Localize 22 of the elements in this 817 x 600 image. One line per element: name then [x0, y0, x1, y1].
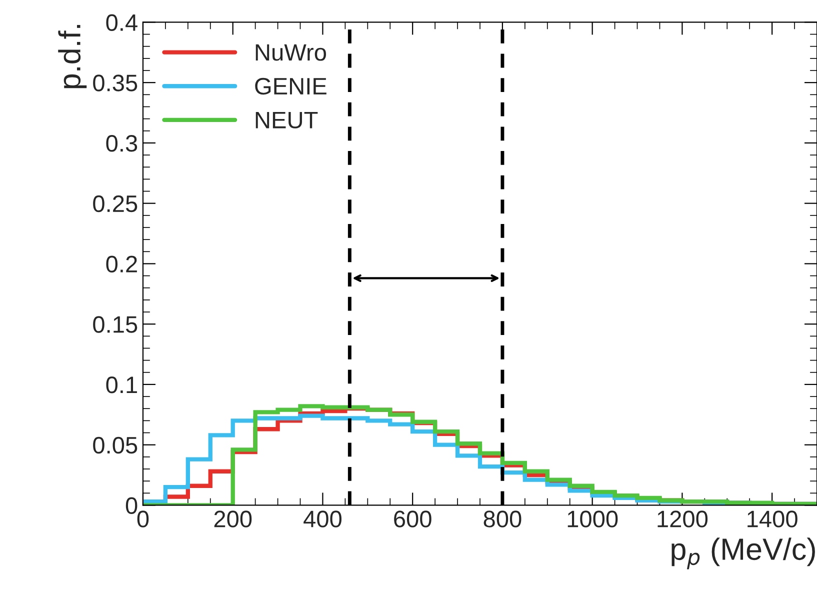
- x-tick-label: 600: [394, 510, 432, 528]
- x-tick-label: 200: [214, 510, 252, 528]
- legend-label: NuWro: [256, 44, 326, 61]
- y-tick-label: 0.3: [106, 135, 138, 152]
- x-tick-label: 800: [484, 510, 522, 528]
- x-tick-label: 0: [137, 510, 149, 528]
- legend-label: GENIE: [255, 78, 326, 95]
- x-tick-label: 1200: [658, 510, 708, 528]
- y-tick-label: 0.15: [93, 316, 138, 333]
- y-tick-label: 0.4: [106, 14, 138, 31]
- y-tick-label: 0.25: [93, 195, 138, 212]
- y-tick-label: 0.35: [93, 74, 138, 92]
- y-axis-title: p.d.f.: [58, 24, 87, 88]
- x-tick-label: 1000: [568, 510, 618, 528]
- x-axis-title: p$_{p}$ (MeV/c): [672, 538, 815, 570]
- y-tick-label: 0.05: [93, 436, 138, 454]
- legend-label: NEUT: [256, 112, 318, 128]
- y-tick-label: 0.1: [106, 376, 137, 394]
- y-tick-label: 0.2: [106, 256, 137, 272]
- y-tick-label: 0: [126, 497, 138, 514]
- x-tick-label: 400: [304, 510, 342, 528]
- x-tick-label: 1400: [748, 510, 798, 528]
